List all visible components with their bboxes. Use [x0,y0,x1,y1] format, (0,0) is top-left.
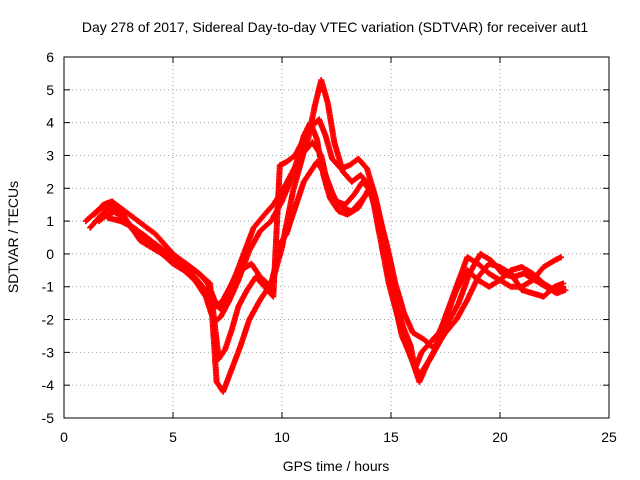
tick-labels: 0 5 10 15 20 25 -5 -4 -3 -2 -1 0 1 2 3 4 5 6 [42,49,617,445]
y-tick-label: -1 [42,279,55,295]
y-tick-label: 6 [46,49,54,65]
x-tick-label: 0 [60,429,68,445]
y-tick-label: -2 [42,312,55,328]
x-tick-label: 10 [274,429,290,445]
y-tick-label: 1 [46,213,54,229]
data-point [366,188,373,195]
data-point [558,254,565,261]
y-axis-label: SDTVAR / TECUs [5,181,21,293]
plot-frame [63,56,610,419]
data-series [82,77,569,395]
chart-title: Day 278 of 2017, Sidereal Day-to-day VTE… [82,19,589,35]
y-tick-label: -3 [42,344,55,360]
y-tick-label: 0 [46,246,54,262]
x-axis-label: GPS time / hours [283,458,390,474]
y-tick-label: 3 [46,147,54,163]
series-track-5 [104,159,373,395]
data-point [560,280,567,287]
x-tick-label: 25 [601,429,617,445]
y-tick-label: 4 [46,115,54,131]
x-tick-label: 20 [492,429,508,445]
y-tick-label: 5 [46,82,54,98]
y-tick-label: 2 [46,180,54,196]
y-tick-label: -4 [42,377,55,393]
data-point [365,189,372,196]
y-tick-label: -5 [42,410,55,426]
x-tick-label: 15 [383,429,399,445]
x-tick-label: 5 [169,429,177,445]
data-point [562,287,569,294]
